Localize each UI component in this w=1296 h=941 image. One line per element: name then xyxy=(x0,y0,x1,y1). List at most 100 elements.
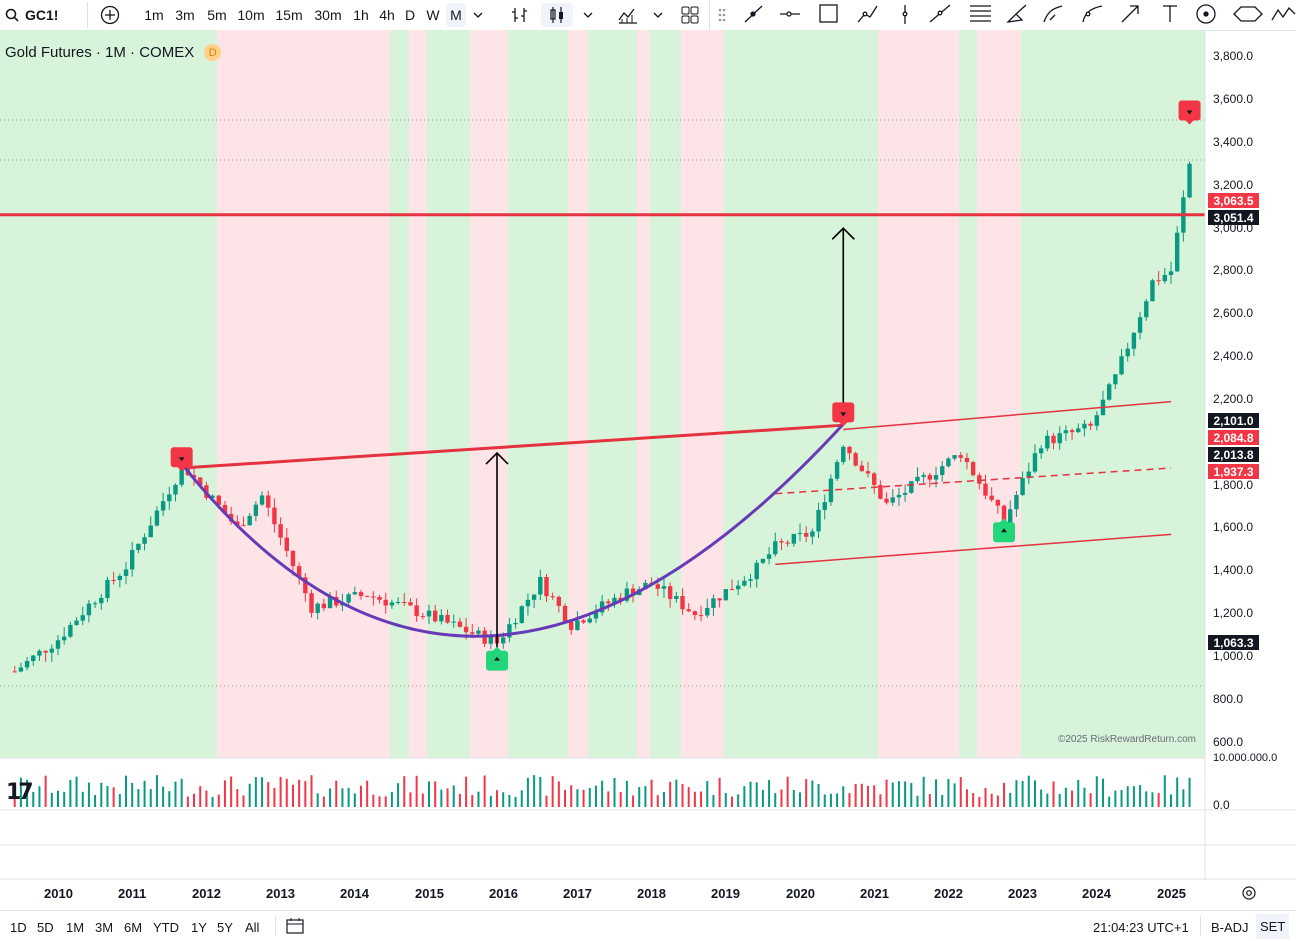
session-toggle[interactable]: SET xyxy=(1256,914,1290,939)
volume-bar xyxy=(755,782,758,807)
wave-icon[interactable] xyxy=(1271,6,1296,21)
candle-body xyxy=(247,515,252,526)
range-6m[interactable]: 6M xyxy=(124,920,143,935)
candle-body xyxy=(921,475,926,477)
settings-button[interactable] xyxy=(1241,885,1257,906)
curve-icon[interactable] xyxy=(1082,5,1103,23)
layout-button[interactable] xyxy=(678,3,702,27)
vertical-line-icon[interactable] xyxy=(902,5,908,24)
chevron-down-icon xyxy=(473,12,483,18)
candle-body xyxy=(513,622,518,625)
range-all[interactable]: All xyxy=(245,920,260,935)
candle-body xyxy=(531,594,537,600)
volume-bar xyxy=(811,780,814,807)
chart-type-button[interactable] xyxy=(508,3,532,27)
target-icon[interactable] xyxy=(1196,4,1216,24)
candle-body xyxy=(105,579,110,598)
volume-bar xyxy=(186,796,189,807)
volume-bar xyxy=(972,793,975,807)
interval-m[interactable]: M xyxy=(446,3,466,27)
candle-body xyxy=(865,471,871,474)
volume-bar xyxy=(230,776,233,807)
brush-icon[interactable] xyxy=(1006,4,1027,23)
tradingview-logo[interactable]: 17 xyxy=(6,780,34,805)
interval-15m[interactable]: 15m xyxy=(275,7,303,23)
interval-4h[interactable]: 4h xyxy=(379,7,395,23)
volume-bar xyxy=(106,786,109,807)
interval-dropdown[interactable] xyxy=(470,3,486,27)
volume-bar xyxy=(916,795,919,807)
candle-body xyxy=(235,521,240,526)
candle-body xyxy=(1125,348,1130,357)
volume-bar xyxy=(1163,775,1166,807)
background-zone xyxy=(409,30,427,758)
symbol-search[interactable]: GC1! xyxy=(0,2,88,28)
volume-bar xyxy=(780,789,783,807)
candle-body xyxy=(18,667,24,672)
text-icon[interactable] xyxy=(1163,5,1177,22)
interval-w[interactable]: W xyxy=(426,7,440,23)
range-ytd[interactable]: YTD xyxy=(153,920,179,935)
ray-icon[interactable] xyxy=(929,4,951,23)
range-5y[interactable]: 5Y xyxy=(217,920,233,935)
candle-body xyxy=(488,636,494,644)
interval-5m[interactable]: 5m xyxy=(207,7,227,23)
candle-body xyxy=(940,466,945,476)
indicators-button[interactable] xyxy=(616,3,640,27)
arrow-icon[interactable] xyxy=(1121,5,1139,23)
interval-1m[interactable]: 1m xyxy=(144,7,164,23)
chart-type-dropdown[interactable] xyxy=(580,3,596,27)
background-zone xyxy=(637,30,650,758)
volume-bar xyxy=(737,794,740,807)
range-3m[interactable]: 3M xyxy=(95,920,114,935)
ellipse-icon[interactable] xyxy=(1233,6,1263,22)
candle-body xyxy=(55,640,61,649)
time-label: 2016 xyxy=(489,886,518,901)
candle-body xyxy=(167,494,172,502)
volume-bar xyxy=(359,785,362,807)
pencil-icon[interactable] xyxy=(1043,5,1063,23)
range-1d[interactable]: 1D xyxy=(10,920,27,935)
candle-body xyxy=(216,495,221,505)
add-symbol-button[interactable] xyxy=(98,3,122,27)
chart-pane[interactable] xyxy=(0,30,1296,880)
trend-line-icon[interactable] xyxy=(744,5,763,23)
candle-body xyxy=(111,579,116,581)
interval-1h[interactable]: 1h xyxy=(353,7,369,23)
chart-legend[interactable]: Gold Futures · 1M · COMEX D xyxy=(5,44,222,61)
volume-bar xyxy=(644,786,647,807)
candle-body xyxy=(643,582,648,590)
chart-canvas[interactable] xyxy=(0,30,1296,880)
candle-body xyxy=(667,586,673,599)
range-1y[interactable]: 1Y xyxy=(191,920,207,935)
go-to-date-button[interactable] xyxy=(286,917,306,940)
volume-bar xyxy=(601,780,604,807)
candle-body xyxy=(327,596,333,609)
path-icon[interactable] xyxy=(857,5,878,23)
interval-d[interactable]: D xyxy=(404,7,416,23)
candle-body xyxy=(1069,430,1075,433)
range-1m[interactable]: 1M xyxy=(66,920,85,935)
indicators-dropdown[interactable] xyxy=(650,3,666,27)
time-label: 2013 xyxy=(266,886,295,901)
interval-10m[interactable]: 10m xyxy=(237,7,265,23)
rectangle-icon[interactable] xyxy=(819,4,838,23)
volume-bar xyxy=(836,793,839,807)
interval-30m[interactable]: 30m xyxy=(314,7,342,23)
volume-bar xyxy=(545,795,548,807)
candle-body xyxy=(160,501,166,511)
drawing-toolbar xyxy=(709,0,1296,31)
horizontal-ray-icon[interactable] xyxy=(780,11,800,17)
volume-bar xyxy=(996,795,999,807)
volume-bar xyxy=(279,776,282,807)
volume-bar xyxy=(1170,794,1172,807)
candle-body xyxy=(371,596,376,598)
parallel-channel-icon[interactable] xyxy=(970,5,991,22)
range-5d[interactable]: 5D xyxy=(37,920,54,935)
volume-bar xyxy=(440,789,443,807)
adjustment-toggle[interactable]: B-ADJ xyxy=(1211,920,1249,935)
clock[interactable]: 21:04:23 UTC+1 xyxy=(1093,920,1189,935)
candles-button[interactable] xyxy=(541,3,573,27)
candle-body xyxy=(130,550,135,570)
interval-3m[interactable]: 3m xyxy=(175,7,195,23)
